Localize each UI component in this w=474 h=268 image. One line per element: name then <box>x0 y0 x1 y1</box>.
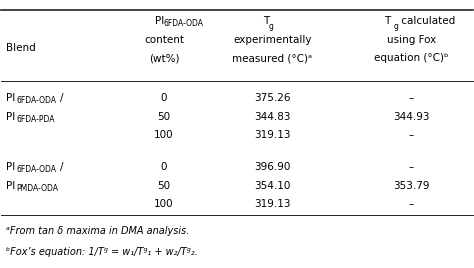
Text: 6FDA-PDA: 6FDA-PDA <box>17 115 55 124</box>
Text: PI: PI <box>155 16 164 26</box>
Text: 353.79: 353.79 <box>393 181 429 191</box>
Text: 396.90: 396.90 <box>254 162 291 172</box>
Text: g: g <box>269 21 274 31</box>
Text: PI: PI <box>6 181 15 191</box>
Text: PI: PI <box>6 112 15 122</box>
Text: T: T <box>264 16 270 26</box>
Text: PI: PI <box>6 93 15 103</box>
Text: 354.10: 354.10 <box>254 181 291 191</box>
Text: ᵃFrom tan δ maxima in DMA analysis.: ᵃFrom tan δ maxima in DMA analysis. <box>6 226 190 236</box>
Text: –: – <box>409 93 414 103</box>
Text: /: / <box>60 93 64 103</box>
Text: using Fox: using Fox <box>387 35 436 45</box>
Text: 100: 100 <box>154 199 174 209</box>
Text: T: T <box>384 16 390 26</box>
Text: equation (°C)ᵇ: equation (°C)ᵇ <box>374 53 448 64</box>
Text: calculated: calculated <box>398 16 456 26</box>
Text: g: g <box>393 21 398 31</box>
Text: content: content <box>144 35 184 45</box>
Text: 6FDA-ODA: 6FDA-ODA <box>164 19 204 28</box>
Text: /: / <box>60 162 64 172</box>
Text: 375.26: 375.26 <box>254 93 291 103</box>
Text: –: – <box>409 130 414 140</box>
Text: –: – <box>409 162 414 172</box>
Text: ᵇFox’s equation: 1/Tᵍ = w₁/Tᵍ₁ + w₂/Tᵍ₂.: ᵇFox’s equation: 1/Tᵍ = w₁/Tᵍ₁ + w₂/Tᵍ₂. <box>6 247 198 257</box>
Text: 50: 50 <box>157 112 171 122</box>
Text: 344.83: 344.83 <box>254 112 291 122</box>
Text: 344.93: 344.93 <box>393 112 429 122</box>
Text: 6FDA-ODA: 6FDA-ODA <box>17 96 56 105</box>
Text: measured (°C)ᵃ: measured (°C)ᵃ <box>232 53 312 64</box>
Text: (wt%): (wt%) <box>149 53 179 64</box>
Text: 100: 100 <box>154 130 174 140</box>
Text: 319.13: 319.13 <box>254 130 291 140</box>
Text: 50: 50 <box>157 181 171 191</box>
Text: experimentally: experimentally <box>233 35 311 45</box>
Text: 0: 0 <box>161 93 167 103</box>
Text: 319.13: 319.13 <box>254 199 291 209</box>
Text: 0: 0 <box>161 162 167 172</box>
Text: PI: PI <box>6 162 15 172</box>
Text: –: – <box>409 199 414 209</box>
Text: 6FDA-ODA: 6FDA-ODA <box>17 165 56 174</box>
Text: Blend: Blend <box>6 43 36 53</box>
Text: PMDA-ODA: PMDA-ODA <box>17 184 58 193</box>
